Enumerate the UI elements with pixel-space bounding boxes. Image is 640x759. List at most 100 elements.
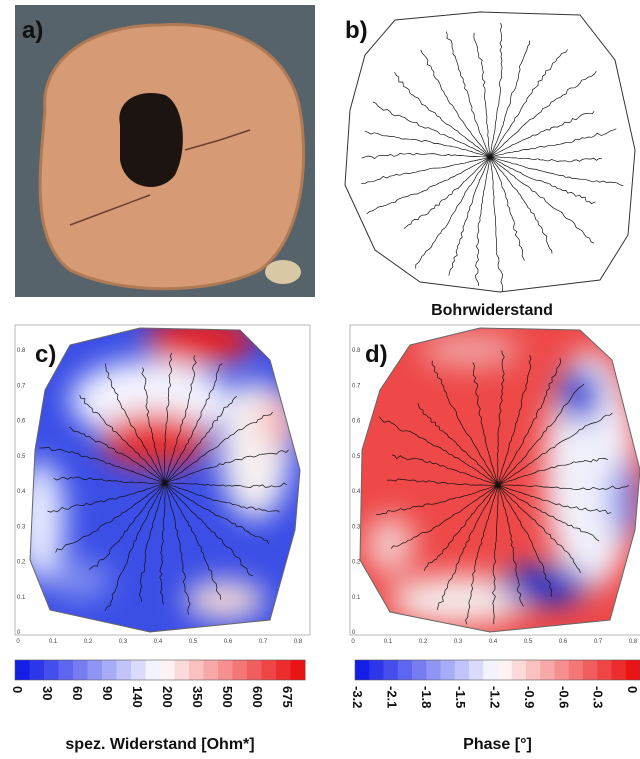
colorbar-cell: [15, 660, 30, 680]
colorbar-tick-label: -1.5: [453, 686, 468, 708]
colorbar-cell: [397, 660, 413, 680]
drill-line: [394, 72, 491, 158]
photo: [15, 5, 315, 297]
colorbar-cell: [247, 660, 262, 680]
drill-line: [159, 483, 166, 605]
drill-line: [164, 396, 237, 484]
y-tick-label: 0.5: [17, 454, 26, 460]
drill-line: [489, 156, 553, 254]
colorbar-cell: [131, 660, 146, 680]
drill-line: [164, 352, 173, 484]
drill-line: [497, 484, 553, 597]
colorbar-tick-label: 350: [190, 686, 205, 708]
y-tick-label: 0.4: [17, 489, 26, 495]
drill-line: [417, 402, 499, 486]
drill-lines: [376, 350, 630, 625]
drill-line: [497, 357, 561, 486]
colorbar-cell: [218, 660, 233, 680]
axes-and-colorbars: 0 0.1 0.2 0.3 0.4 0.5 0.6 0.7 0.8 0 0.1 0.2 0.3 0.4 0.…: [10, 348, 640, 753]
panel-label: c): [35, 341, 56, 368]
drill-line: [489, 111, 595, 158]
colorbar-tick-label: 140: [130, 686, 145, 708]
colorbar-cell: [189, 660, 204, 680]
colorbar-cell: [29, 660, 45, 680]
panel-label: d): [365, 341, 388, 368]
colorbar-cell: [276, 660, 291, 680]
colorbar-cell: [44, 660, 59, 680]
panel-title: Bohrwiderstand: [431, 302, 553, 319]
drill-line: [489, 128, 617, 158]
colorbar-frame: [354, 659, 640, 681]
y-tick-label: 0.7: [17, 383, 26, 389]
colorbar-tick-label: -0.6: [556, 686, 571, 708]
colorbar-cell: [355, 660, 370, 680]
colorbar-cell: [87, 660, 103, 680]
colorbar-cell: [145, 660, 161, 680]
trunk-outline: [359, 327, 640, 633]
colorbar-cell: [102, 660, 117, 680]
y-tick-label: 0.1: [17, 595, 26, 601]
drill-line: [472, 362, 499, 486]
x-tick-label: 0.7: [259, 639, 268, 645]
x-tick-label: 0.4: [489, 639, 498, 645]
colorbar-cell: [73, 660, 88, 680]
x-tick-label: 0.8: [629, 639, 638, 645]
y-tick-label: 0.8: [352, 348, 361, 354]
drill-line: [391, 454, 499, 486]
drill-line: [164, 482, 221, 600]
colorbar-title: spez. Widerstand [Ohm*]: [65, 736, 254, 753]
drill-line: [436, 484, 499, 610]
x-tick-label: 0.2: [419, 639, 428, 645]
drill-line: [164, 411, 273, 484]
colorbar-tick-label: 600: [250, 686, 265, 708]
drill-line: [53, 476, 166, 484]
x-tick-label: 0.6: [224, 639, 233, 645]
drill-line: [164, 482, 280, 513]
x-tick-label: 0.4: [154, 639, 163, 645]
drill-line: [423, 484, 499, 571]
y-tick-label: 0.1: [352, 595, 361, 601]
colorbar-cell: [383, 660, 399, 680]
drill-line: [390, 484, 499, 549]
y-tick-label: 0.4: [352, 489, 361, 495]
x-tick-label: 0.2: [84, 639, 93, 645]
drill-line: [497, 412, 613, 486]
drill-line: [431, 360, 499, 486]
colorbar-cell: [583, 660, 598, 680]
drill-line: [489, 156, 596, 205]
y-tick-label: 0.8: [17, 348, 26, 354]
colorbar-tick-label: -0.9: [522, 686, 537, 708]
drill-line: [489, 70, 597, 158]
colorbar-cell: [203, 660, 219, 680]
drill-line: [361, 156, 491, 185]
colorbar-cell: [454, 660, 470, 680]
x-tick-label: 0: [351, 639, 355, 645]
colorbar-cell: [554, 660, 570, 680]
drill-line: [372, 101, 491, 158]
colorbar-tick-label: 90: [100, 686, 115, 700]
drill-line: [376, 484, 499, 516]
drill-line: [489, 156, 624, 186]
colorbar-tick-label: 30: [40, 686, 55, 700]
drill-line: [39, 447, 166, 484]
drill-line: [88, 482, 166, 570]
drill-line: [164, 449, 289, 484]
drill-line: [386, 478, 499, 486]
drill-line: [164, 482, 191, 615]
colorbar-tick-label: -3.2: [350, 686, 365, 708]
colorbar-cell: [568, 660, 584, 680]
drill-line: [164, 355, 197, 484]
drill-line: [465, 484, 499, 625]
colorbar-tick-label: -1.2: [488, 686, 503, 708]
y-tick-label: 0: [352, 630, 356, 636]
drill-line: [491, 485, 499, 625]
drill-line: [489, 40, 530, 158]
trunk-outline: [29, 327, 301, 633]
x-tick-label: 0.6: [559, 639, 568, 645]
drill-line: [498, 484, 630, 490]
drill-line: [47, 482, 166, 513]
drill-line: [497, 383, 585, 486]
colorbar-cell: [526, 660, 541, 680]
y-tick-label: 0: [17, 630, 21, 636]
